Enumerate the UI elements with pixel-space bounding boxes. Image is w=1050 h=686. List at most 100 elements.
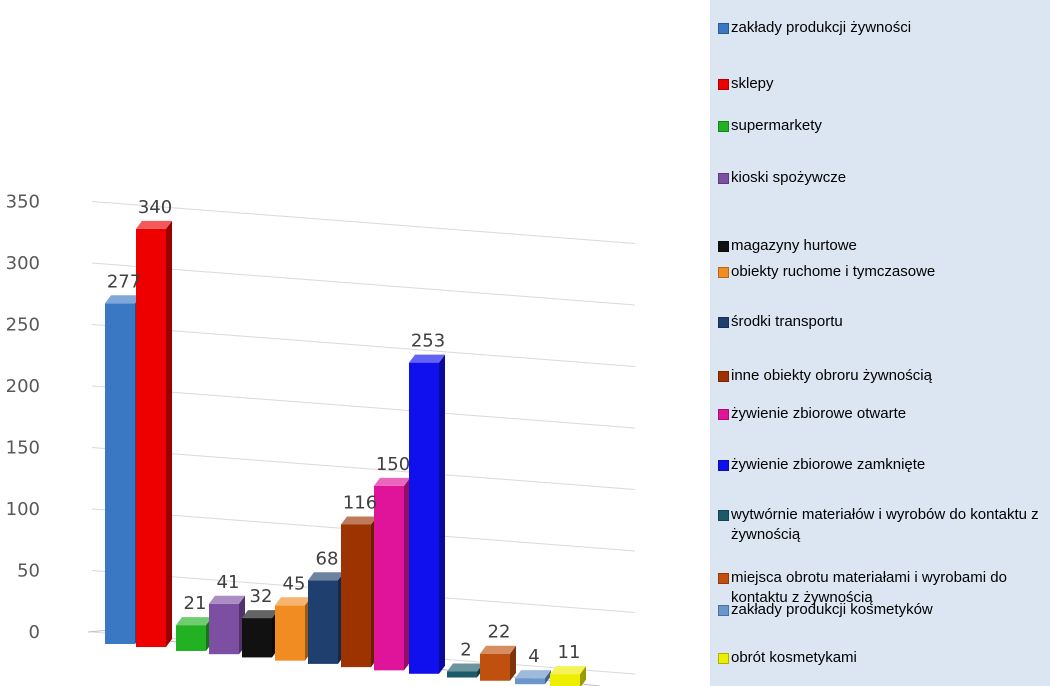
bar-front [242,618,272,658]
bar-side [439,354,445,674]
bar-top [409,354,445,363]
data-label: 32 [250,586,273,607]
bar-7 [308,572,344,664]
y-tick-label: 200 [6,376,40,397]
bar-top [136,220,172,229]
legend-label: żywienie zbiorowe zamknięte [731,456,926,473]
bar-4 [209,595,245,655]
bar-13 [515,670,551,685]
legend-label: miejsca obrotu materiałami i wyrobami do… [731,569,1007,606]
data-label: 2 [460,640,471,661]
gridline [91,262,636,306]
y-tick-label: 150 [6,438,40,459]
bar-front [105,303,135,644]
data-label: 340 [138,197,172,218]
bar-front [341,524,371,668]
legend-label: zakłady produkcji kosmetyków [731,601,933,618]
bar-9 [374,477,410,671]
legend-label: środki transportu [731,313,843,330]
legend-swatch [718,510,729,521]
bar-side [510,645,516,681]
bar-8 [341,516,377,668]
bar-side [580,666,586,686]
data-label: 21 [184,593,207,614]
data-label: 253 [411,331,445,352]
legend-swatch [718,605,729,616]
bar-front [136,228,166,648]
legend-label: wytwórnie materiałów i wyrobów do kontak… [731,506,1039,543]
bar-front [447,671,477,678]
bar-top [105,295,141,304]
data-label: 22 [488,622,511,643]
legend-swatch [718,121,729,132]
y-tick-label: 350 [6,192,40,213]
legend-label: kioski spożywcze [731,169,847,186]
bar-front [550,674,580,686]
bar-top [447,663,483,672]
bar-top [176,617,212,626]
gridline [91,385,636,429]
bar-3 [176,617,212,651]
bar-front [409,362,439,674]
legend-label: inne obiekty obroru żywnością [731,367,932,384]
data-label: 116 [343,492,377,513]
data-label: 45 [283,573,306,594]
bar-top [480,645,516,654]
y-tick-label: 250 [6,315,40,336]
bar-chart: 0 50 100 150 200 250 300 350 277 340 21 41 32 45 68 116… [6,192,636,686]
bar-side [166,220,172,648]
legend-swatch [718,409,729,420]
data-label: 41 [217,572,240,593]
data-label: 277 [107,271,141,292]
gridline [91,324,636,367]
legend-label: obiekty ruchome i tymczasowe [731,263,936,280]
bar-front [275,605,305,661]
bar-top [308,572,344,581]
bar-side [545,670,551,685]
bar-12 [480,645,516,681]
legend-swatch [718,573,729,584]
legend-swatch [718,317,729,328]
legend-label: żywienie zbiorowe otwarte [731,405,907,422]
legend-label: zakłady produkcji żywności [731,19,912,36]
legend-label: obrót kosmetykami [731,649,857,666]
bar-1 [105,295,141,644]
bar-front [515,678,545,685]
bar-front [308,580,338,664]
bar-top [209,595,245,604]
bar-top [242,610,278,619]
legend-label: sklepy [731,75,774,92]
bar-front [209,603,239,655]
data-label: 11 [558,642,581,663]
legend-label: supermarkety [731,117,822,134]
legend-swatch [718,173,729,184]
chart-legend: zakłady produkcji żywności sklepy supermar… [710,0,1050,686]
bar-2 [136,220,172,648]
bar-top [550,666,586,675]
y-tick-label: 0 [29,622,40,643]
bar-front [374,485,404,671]
y-tick-label: 300 [6,253,40,274]
legend-swatch [718,267,729,278]
bar-top [275,597,311,606]
bar-6 [275,597,311,661]
y-tick-label: 100 [6,499,40,520]
y-axis-labels: 0 50 100 150 200 250 300 350 [6,192,40,644]
legend-swatch [718,460,729,471]
legend-swatch [718,79,729,90]
bar-14 [550,666,586,686]
gridline [91,447,636,490]
data-label: 68 [316,548,339,569]
bar-top [374,477,410,486]
legend-swatch [718,371,729,382]
bar-11 [447,663,483,678]
legend-swatch [718,653,729,664]
data-label: 4 [528,646,539,667]
data-label: 150 [376,454,410,475]
bar-side [404,477,410,671]
bar-top [341,516,377,525]
bar-10 [409,354,445,674]
legend-swatch [718,23,729,34]
legend-swatch [718,241,729,252]
y-tick-label: 50 [17,561,40,582]
